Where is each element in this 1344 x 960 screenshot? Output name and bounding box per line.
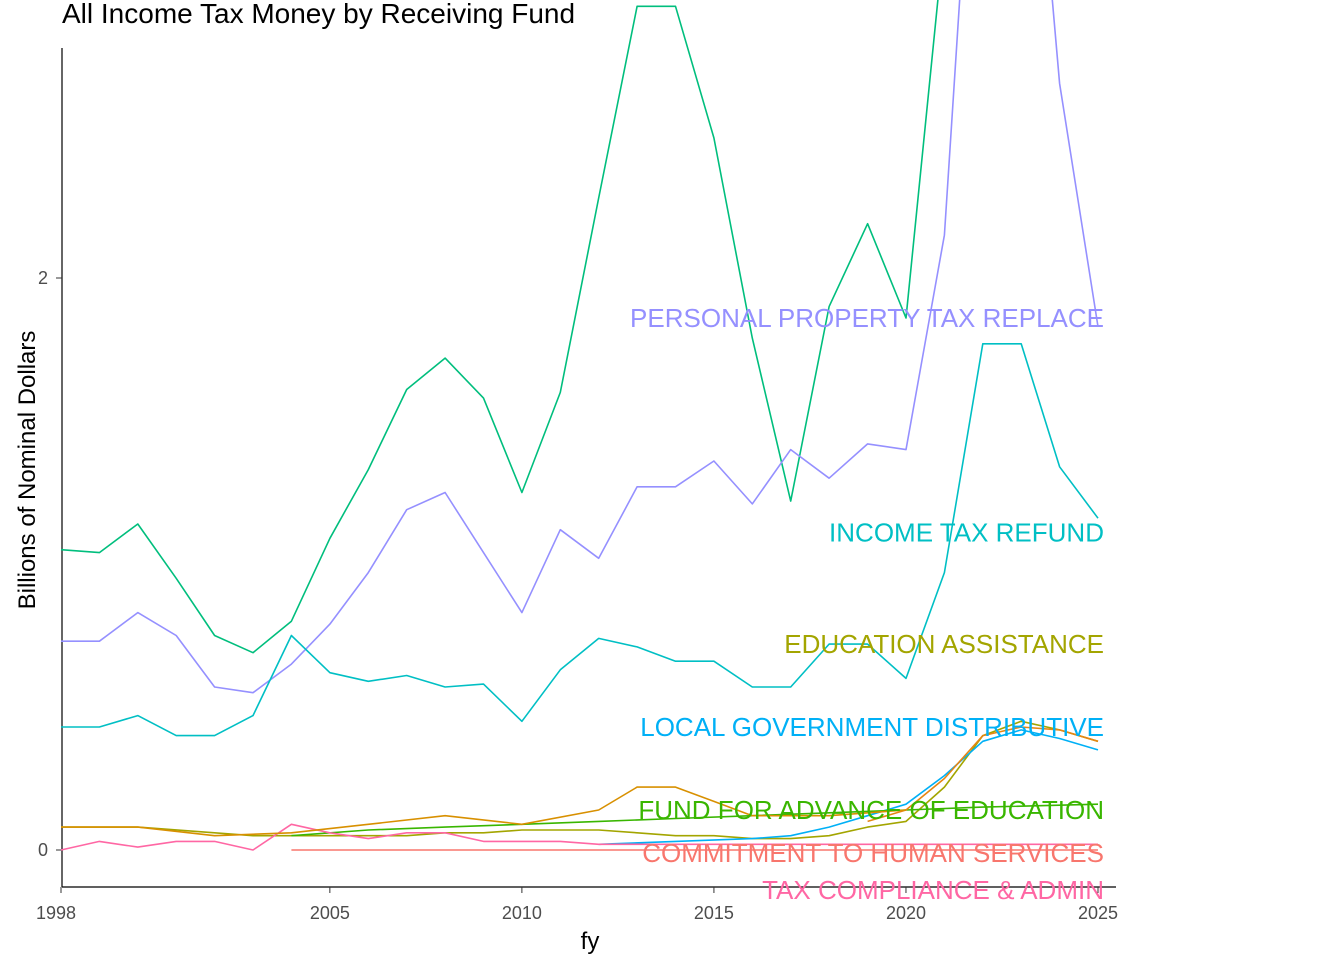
series-label-3: EDUCATION ASSISTANCE [784,629,1104,659]
y-tick: 0 [38,840,62,860]
series-line-0 [60,0,939,654]
series-line-5 [291,803,1099,837]
series-label-1: PERSONAL PROPERTY TAX REPLACE [630,303,1104,333]
x-tick: 2015 [694,887,734,923]
series-line-9 [61,786,907,837]
series-line-7 [60,823,1098,851]
series-label-7: TAX COMPLIANCE & ADMIN [762,875,1104,905]
series-label-2: INCOME TAX REFUND [829,518,1104,548]
x-tick: 2005 [310,887,350,923]
x-tick-label: 2015 [694,903,734,923]
series-label-4: LOCAL GOVERNMENT DISTRIBUTIVE [640,712,1104,742]
y-tick-label: 2 [38,268,48,288]
series-lines [60,0,1099,851]
series-labels: GENERAL REVENUEPERSONAL PROPERTY TAX REP… [630,303,1104,905]
x-tick: 2010 [502,887,542,923]
y-tick: 2 [38,268,62,288]
axes: 199820052010201520202025024 [36,48,1118,923]
x-tick: 2020 [886,887,926,923]
x-axis-label: fy [580,928,600,955]
series-line-1 [61,0,1099,694]
x-tick-label: 2005 [310,903,350,923]
y-tick-label: 0 [38,840,48,860]
x-tick-label: 2020 [886,903,926,923]
x-tick: 2025 [1078,887,1118,923]
x-tick-label: 1998 [36,903,76,923]
series-line-3 [61,720,1099,840]
series-label-5: FUND FOR ADVANCE OF EDUCATION [638,795,1104,825]
series-label-6: COMMITMENT TO HUMAN SERVICES [642,838,1104,868]
x-tick-label: 2025 [1078,903,1118,923]
series-line-2 [61,342,1099,737]
chart-title: All Income Tax Money by Receiving Fund [62,0,576,29]
x-tick-label: 2010 [502,903,542,923]
x-tick: 1998 [36,887,76,923]
